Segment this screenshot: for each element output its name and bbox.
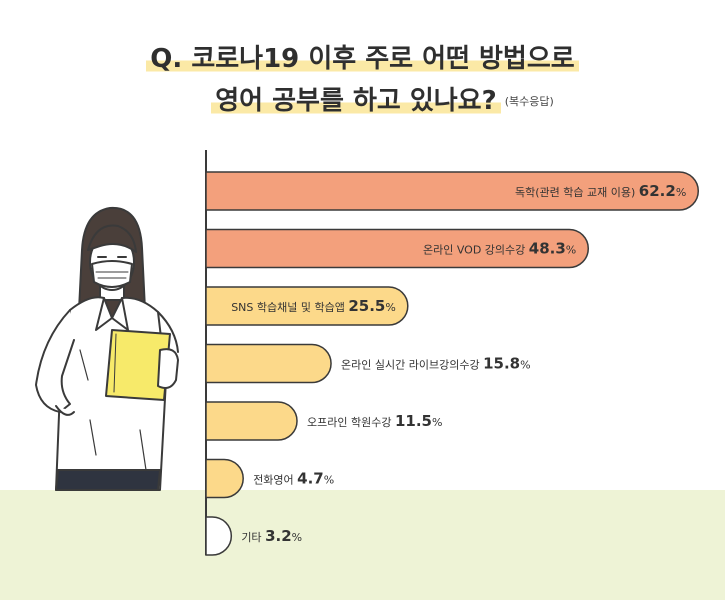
bar-label-6: 전화영어: [253, 474, 297, 487]
bar-value-6: 4.7: [297, 470, 324, 488]
bar-value-7: 3.2: [265, 527, 292, 545]
bar-unit-4: %: [520, 359, 530, 372]
bar-text-5: 오프라인 학원수강 11.5%: [307, 412, 442, 430]
floor-background: [0, 490, 725, 600]
bar-unit-3: %: [385, 301, 395, 314]
bar-value-5: 11.5: [395, 412, 432, 430]
bar-text-3: SNS 학습채널 및 학습앱 25.5%: [231, 297, 396, 315]
bar-value-4: 15.8: [483, 355, 520, 373]
bar-label-1: 독학(관련 학습 교재 이용): [515, 186, 639, 199]
bar-value-3: 25.5: [348, 297, 385, 315]
bar-3: [205, 286, 409, 326]
bar-6: [205, 458, 244, 499]
bar-1: [205, 171, 699, 211]
bar-unit-6: %: [324, 474, 334, 487]
bar-7: [205, 516, 232, 556]
bar-label-4: 온라인 실시간 라이브강의수강: [341, 359, 483, 372]
bar-text-2: 온라인 VOD 강의수강 48.3%: [423, 240, 576, 258]
bar-label-7: 기타: [241, 531, 265, 544]
bar-unit-2: %: [566, 244, 576, 257]
bar-text-6: 전화영어 4.7%: [253, 470, 334, 488]
bar-value-2: 48.3: [529, 240, 566, 258]
bar-unit-5: %: [432, 416, 442, 429]
bar-label-5: 오프라인 학원수강: [307, 416, 395, 429]
bar-unit-7: %: [292, 531, 302, 544]
bar-value-1: 62.2: [639, 182, 676, 200]
title-line1: Q. 코로나19 이후 주로 어떤 방법으로: [146, 44, 579, 74]
title-line2: 영어 공부를 하고 있나요?: [211, 86, 501, 116]
bar-text-4: 온라인 실시간 라이브강의수강 15.8%: [341, 355, 531, 373]
bar-label-3: SNS 학습채널 및 학습앱: [231, 301, 348, 314]
title-note: (복수응답): [504, 94, 554, 108]
bar-4: [205, 343, 332, 384]
bar-text-7: 기타 3.2%: [241, 527, 302, 545]
bar-label-2: 온라인 VOD 강의수강: [423, 244, 529, 257]
chart-title: Q. 코로나19 이후 주로 어떤 방법으로 영어 공부를 하고 있나요? (복수…: [0, 38, 725, 123]
bars-group: 독학(관련 학습 교재 이용) 62.2%온라인 VOD 강의수강 48.3%S…: [205, 171, 699, 556]
woman-with-mask-holding-folder-icon: [35, 206, 179, 491]
bar-unit-1: %: [676, 186, 686, 199]
bar-text-1: 독학(관련 학습 교재 이용) 62.2%: [515, 182, 686, 200]
bar-2: [205, 228, 589, 269]
bar-5: [205, 401, 298, 441]
